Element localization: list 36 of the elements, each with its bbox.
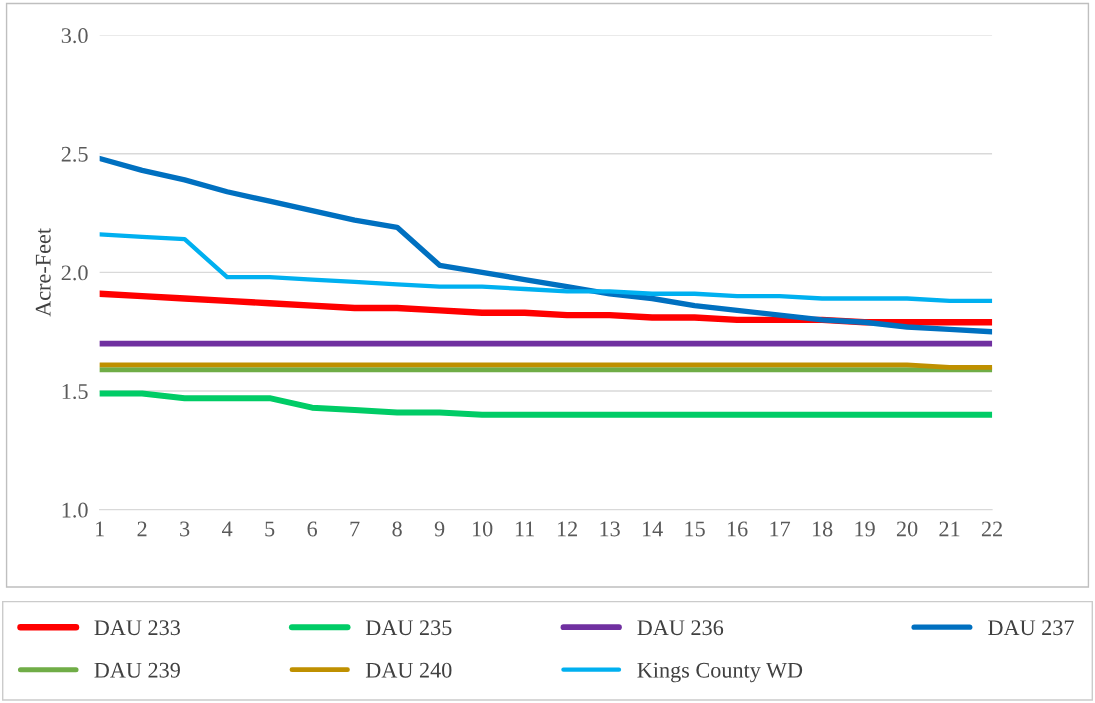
y-axis-title: Acre-Feet: [35, 228, 51, 317]
y-tick-label: 3.0: [61, 28, 88, 44]
x-tick-label: 9: [434, 521, 445, 537]
x-tick-label: 4: [222, 521, 233, 537]
legend-label: DAU 233: [94, 620, 180, 636]
x-tick-label: 16: [727, 521, 748, 537]
x-tick-label: 13: [600, 521, 620, 537]
x-tick-label: 8: [392, 521, 402, 537]
legend-label: DAU 235: [365, 620, 452, 636]
x-tick-label: 22: [981, 521, 1002, 537]
legend-label: DAU 240: [365, 662, 452, 678]
legend-label: Kings County WD: [637, 662, 803, 683]
x-tick-label: 20: [896, 521, 918, 537]
y-tick-label: 2.5: [61, 146, 88, 162]
x-tick-label: 11: [515, 521, 534, 537]
line-series: [99, 232, 993, 304]
x-tick-label: 18: [812, 521, 833, 537]
x-tick-label: 14: [642, 521, 663, 537]
x-tick-label: 15: [685, 521, 705, 537]
x-tick-label: 21: [939, 521, 960, 537]
legend-label: DAU 237: [988, 620, 1074, 636]
x-tick-label: 7: [350, 521, 360, 537]
legend-label: DAU 239: [94, 662, 180, 678]
y-tick-label: 2.0: [61, 265, 88, 281]
x-tick-label: 17: [770, 521, 791, 537]
x-tick-label: 1: [96, 521, 104, 537]
x-tick-label: 2: [137, 521, 147, 537]
legend-label: DAU 236: [637, 620, 724, 636]
y-tick-label: 1.5: [62, 384, 88, 400]
x-tick-label: 5: [265, 521, 275, 537]
x-tick-label: 6: [307, 521, 318, 537]
x-tick-label: 10: [472, 521, 493, 537]
x-tick-label: 3: [180, 521, 190, 537]
x-tick-label: 12: [557, 521, 577, 537]
x-tick-label: 19: [855, 521, 875, 537]
y-tick-label: 1.0: [62, 502, 88, 518]
